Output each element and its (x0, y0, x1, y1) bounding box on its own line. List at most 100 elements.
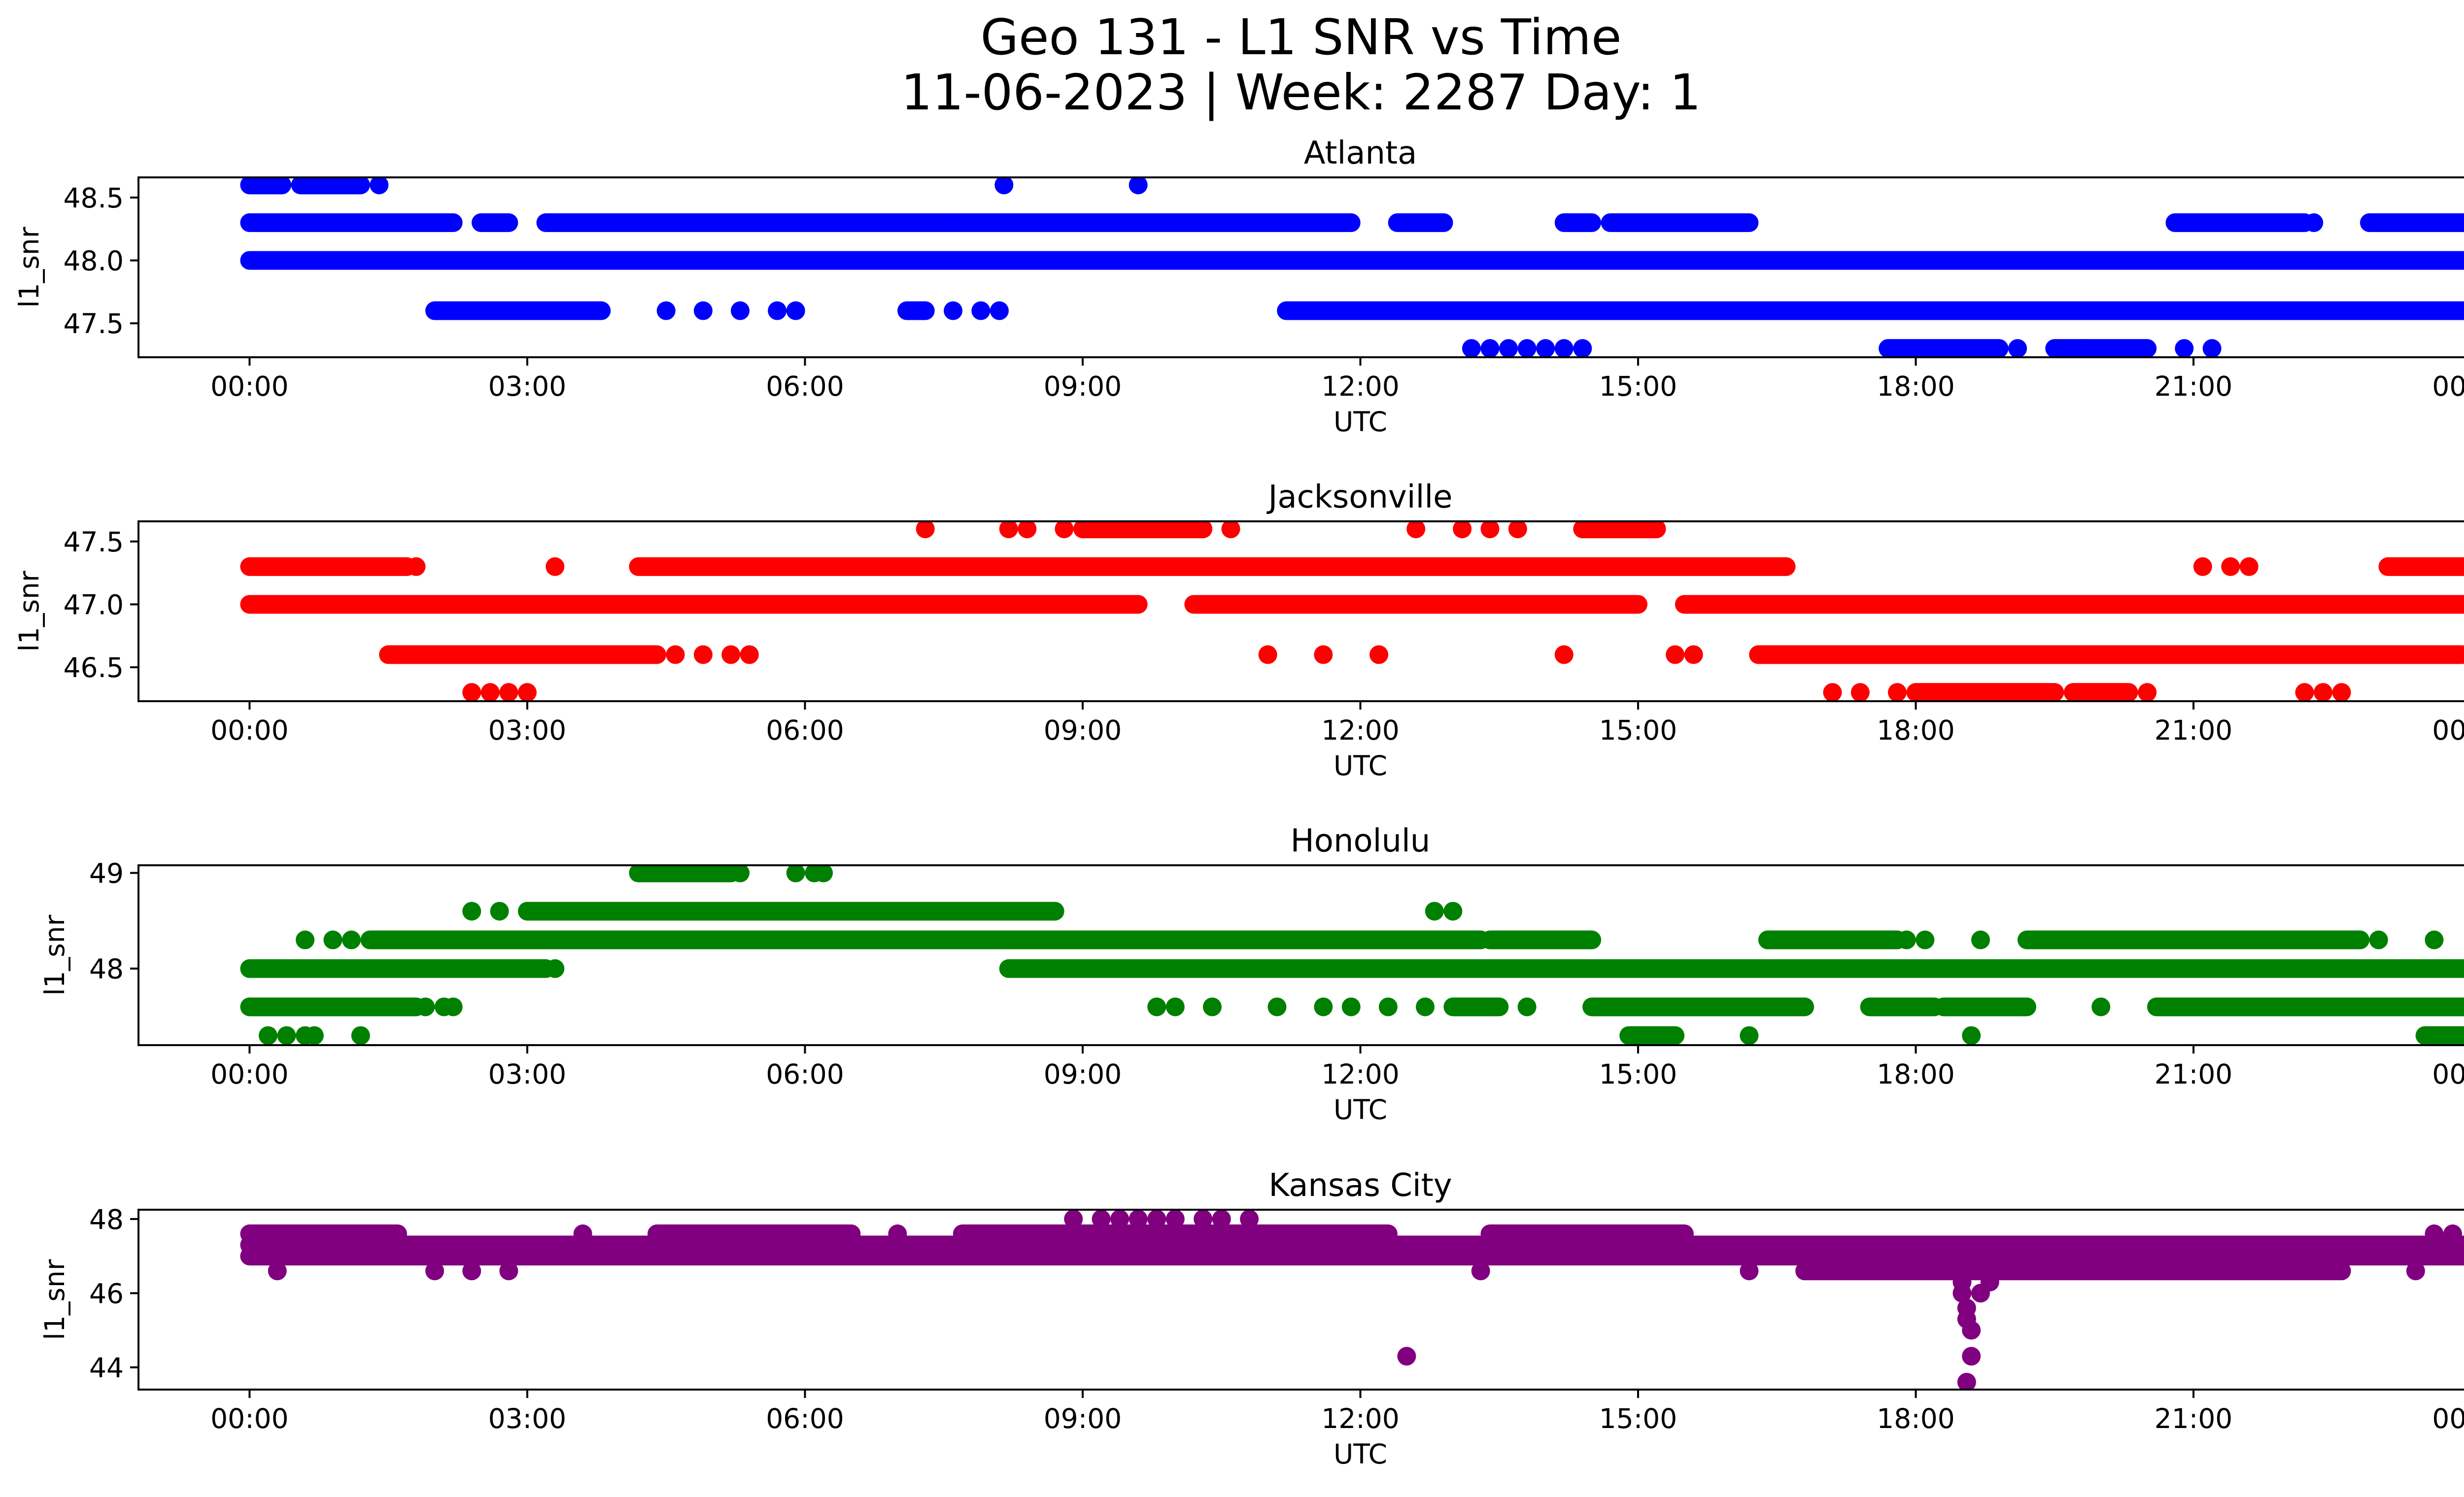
x-tick-label: 18:00 (1877, 371, 1955, 402)
data-point (1369, 645, 1389, 664)
x-tick-label: 21:00 (2155, 1058, 2233, 1090)
data-point (2239, 557, 2259, 576)
y-tick-label: 47.0 (64, 589, 124, 620)
data-point (1064, 1210, 1083, 1228)
x-tick-label: 03:00 (488, 1403, 567, 1434)
data-point (1480, 339, 1500, 357)
data-series (240, 177, 2464, 357)
data-point (499, 683, 518, 701)
x-tick-label: 15:00 (1599, 714, 1677, 746)
data-point (1850, 683, 1870, 701)
data-point (1240, 1210, 1259, 1228)
x-tick-label: 03:00 (488, 714, 567, 746)
data-point (499, 1261, 518, 1281)
x-axis-label: UTC (1334, 1438, 1387, 1470)
data-point (2221, 557, 2240, 576)
x-tick-label: 00:00 (210, 1058, 289, 1090)
data-series (240, 865, 2464, 1045)
data-point (1554, 339, 1574, 357)
x-tick-label: 06:00 (766, 1403, 844, 1434)
subplot-title: Jacksonville (1266, 479, 1453, 515)
data-series (240, 1210, 2464, 1390)
data-point (1092, 1210, 1111, 1228)
y-axis-label: l1_snr (13, 227, 45, 307)
data-point (1221, 521, 1240, 539)
x-tick-label: 18:00 (1877, 714, 1955, 746)
data-point (2406, 1261, 2425, 1281)
x-tick-label: 00:00 (2432, 1058, 2464, 1090)
data-point (730, 301, 750, 320)
data-point (546, 959, 565, 978)
x-tick-label: 06:00 (766, 1058, 844, 1090)
data-point (721, 645, 741, 664)
x-tick-label: 15:00 (1599, 1058, 1677, 1090)
data-point (2110, 1261, 2129, 1281)
data-point (1202, 997, 1222, 1017)
data-point (323, 930, 342, 950)
data-point (1286, 1247, 1305, 1266)
data-point (1887, 683, 1907, 701)
data-point (342, 930, 361, 950)
data-point (916, 521, 935, 539)
data-point (462, 1261, 481, 1281)
y-axis-label: l1_snr (39, 1259, 70, 1340)
x-tick-label: 00:00 (2432, 371, 2464, 402)
data-point (1415, 997, 1435, 1017)
data-point (1378, 997, 1398, 1017)
data-point (2314, 683, 2333, 701)
data-point (1517, 997, 1537, 1017)
data-point (1666, 645, 1685, 664)
data-point (480, 683, 500, 701)
subplot-kansas-city: Kansas City 00:00 03:00 06:00 09:00 12:00 15:0… (39, 1167, 2464, 1470)
data-point (888, 1224, 907, 1243)
data-point (546, 557, 565, 576)
x-tick-label: 12:00 (1321, 1058, 1400, 1090)
data-point (490, 902, 509, 921)
data-point (1989, 1261, 2009, 1281)
data-point (1443, 902, 1463, 921)
data-point (768, 301, 787, 320)
x-tick-label: 09:00 (1044, 1058, 1122, 1090)
data-point (296, 930, 315, 950)
data-point (1314, 997, 1333, 1017)
data-point (814, 865, 833, 883)
subplots: Atlanta 00:00 03:00 06:00 09:00 12:00 15:00 18:… (13, 135, 2464, 1470)
data-point (1758, 930, 1777, 950)
x-tick-label: 00:00 (210, 1403, 289, 1434)
data-point (2332, 683, 2351, 701)
x-tick-label: 03:00 (488, 371, 567, 402)
data-point (1740, 1026, 1759, 1045)
x-tick-label: 00:00 (210, 371, 289, 402)
x-tick-label: 21:00 (2155, 714, 2233, 746)
y-tick-label: 48 (89, 953, 124, 985)
data-point (1147, 1210, 1166, 1228)
subplot-title: Atlanta (1304, 135, 1417, 171)
data-series (240, 521, 2464, 701)
x-tick-label: 15:00 (1599, 371, 1677, 402)
data-point (1453, 521, 1472, 539)
y-tick-label: 48 (89, 1204, 124, 1235)
data-point (1425, 902, 1444, 921)
data-point (407, 557, 426, 576)
data-point (740, 645, 759, 664)
data-point (1341, 997, 1361, 1017)
data-point (786, 865, 805, 883)
data-point (1508, 521, 1527, 539)
x-tick-label: 09:00 (1044, 1403, 1122, 1434)
data-point (1194, 1210, 1213, 1228)
y-tick-label: 48.5 (64, 182, 124, 214)
data-point (999, 521, 1018, 539)
data-point (2202, 339, 2222, 357)
subplot-title: Honolulu (1291, 823, 1431, 859)
data-point (693, 645, 713, 664)
x-axis-label: UTC (1334, 750, 1387, 782)
y-axis-label: l1_snr (39, 915, 70, 995)
x-tick-label: 09:00 (1044, 371, 1122, 402)
data-point (305, 1026, 324, 1045)
data-point (1517, 339, 1537, 357)
x-tick-label: 18:00 (1877, 1403, 1955, 1434)
x-axis-label: UTC (1334, 406, 1387, 438)
data-point (573, 1224, 592, 1243)
subplot-title: Kansas City (1268, 1167, 1452, 1204)
